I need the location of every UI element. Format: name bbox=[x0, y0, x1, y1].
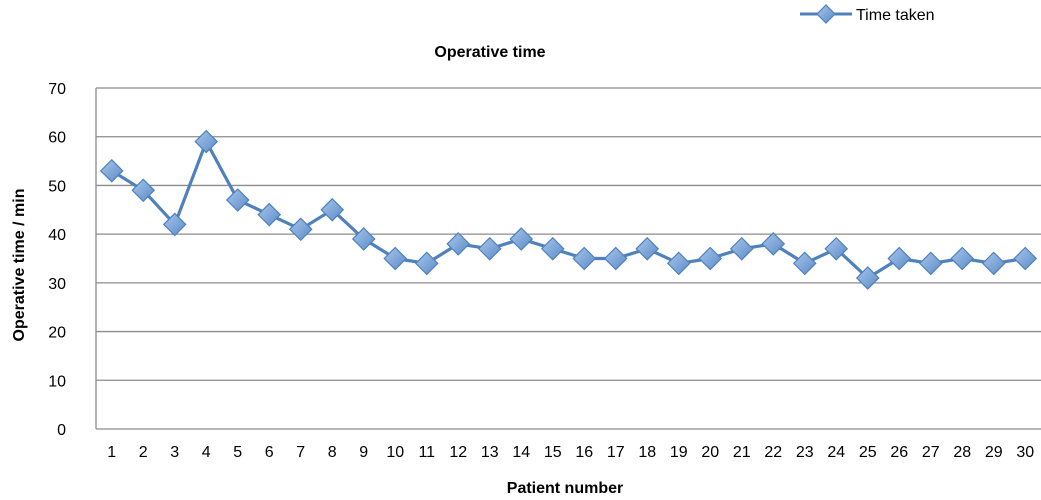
x-tick-label: 1 bbox=[107, 444, 116, 461]
x-tick-label: 27 bbox=[922, 444, 940, 461]
data-point bbox=[729, 236, 754, 261]
data-point bbox=[918, 251, 943, 276]
x-tick-label: 8 bbox=[328, 444, 337, 461]
x-tick-label: 11 bbox=[418, 444, 435, 461]
y-axis-label: Operative time / min bbox=[11, 189, 28, 342]
data-point bbox=[792, 251, 817, 276]
x-tick-label: 29 bbox=[985, 444, 1003, 461]
series-line bbox=[110, 140, 1026, 280]
x-tick-label: 7 bbox=[296, 444, 305, 461]
x-tick-label: 18 bbox=[638, 444, 656, 461]
x-tick-label: 6 bbox=[265, 444, 274, 461]
x-tick-label: 13 bbox=[481, 444, 499, 461]
y-tick-label: 10 bbox=[48, 373, 66, 390]
data-point bbox=[320, 197, 345, 222]
legend-label: Time taken bbox=[856, 7, 935, 24]
data-point bbox=[666, 251, 691, 276]
data-point bbox=[131, 178, 156, 203]
data-point bbox=[698, 246, 723, 271]
data-point bbox=[288, 217, 313, 242]
x-tick-label: 10 bbox=[386, 444, 404, 461]
data-point bbox=[950, 246, 975, 271]
x-tick-label: 4 bbox=[202, 444, 211, 461]
x-tick-label: 23 bbox=[796, 444, 814, 461]
x-tick-label: 12 bbox=[449, 444, 467, 461]
data-point bbox=[603, 246, 628, 271]
series-time-taken bbox=[99, 129, 1038, 290]
x-tick-label: 14 bbox=[512, 444, 530, 461]
x-tick-label: 20 bbox=[701, 444, 719, 461]
data-point bbox=[351, 227, 376, 251]
x-tick-label: 24 bbox=[827, 444, 845, 461]
x-tick-label: 5 bbox=[233, 444, 242, 461]
data-point bbox=[855, 266, 880, 290]
x-tick-label: 3 bbox=[170, 444, 179, 461]
data-point bbox=[99, 158, 124, 183]
x-tick-label: 22 bbox=[764, 444, 782, 461]
data-point bbox=[887, 246, 912, 271]
y-tick-label: 60 bbox=[48, 130, 66, 147]
x-tick-label: 21 bbox=[733, 444, 751, 461]
x-tick-label: 26 bbox=[890, 444, 908, 461]
data-point bbox=[824, 236, 849, 261]
x-tick-label: 15 bbox=[544, 444, 562, 461]
data-point bbox=[540, 236, 565, 261]
data-point bbox=[225, 188, 250, 212]
x-axis-label: Patient number bbox=[507, 480, 623, 497]
data-point bbox=[1013, 246, 1038, 271]
y-tick-label: 20 bbox=[48, 325, 66, 342]
data-point bbox=[383, 246, 408, 271]
data-point bbox=[981, 251, 1006, 276]
x-axis-ticks: 1 2 3 4 5 6 7 8 9 10 11 12 13 14 15 16 17 18 19 20 21 22 23 24 2… bbox=[107, 444, 1034, 461]
x-tick-label: 16 bbox=[575, 444, 593, 461]
data-point bbox=[477, 236, 502, 261]
x-tick-label: 2 bbox=[139, 444, 148, 461]
data-point bbox=[446, 232, 471, 256]
y-tick-label: 70 bbox=[48, 81, 66, 98]
legend: Time taken bbox=[800, 4, 935, 24]
y-tick-label: 30 bbox=[48, 276, 66, 293]
y-tick-label: 40 bbox=[48, 227, 66, 244]
x-tick-label: 9 bbox=[359, 444, 368, 461]
gridlines bbox=[95, 87, 1041, 430]
x-tick-label: 19 bbox=[670, 444, 688, 461]
x-tick-label: 28 bbox=[953, 444, 971, 461]
data-point bbox=[194, 129, 219, 154]
data-point bbox=[257, 202, 282, 227]
data-point bbox=[761, 232, 786, 256]
data-point bbox=[509, 227, 534, 251]
data-point bbox=[162, 212, 187, 237]
data-point bbox=[635, 236, 660, 261]
data-point bbox=[414, 251, 439, 276]
y-axis-ticks: 0 10 20 30 40 50 60 70 bbox=[48, 81, 66, 439]
x-tick-label: 17 bbox=[607, 444, 625, 461]
y-tick-label: 0 bbox=[57, 422, 66, 439]
x-tick-label: 25 bbox=[859, 444, 877, 461]
chart-title: Operative time bbox=[434, 44, 545, 61]
y-tick-label: 50 bbox=[48, 178, 66, 195]
data-point bbox=[572, 246, 597, 271]
legend-diamond-marker bbox=[816, 4, 836, 24]
x-tick-label: 30 bbox=[1016, 444, 1034, 461]
